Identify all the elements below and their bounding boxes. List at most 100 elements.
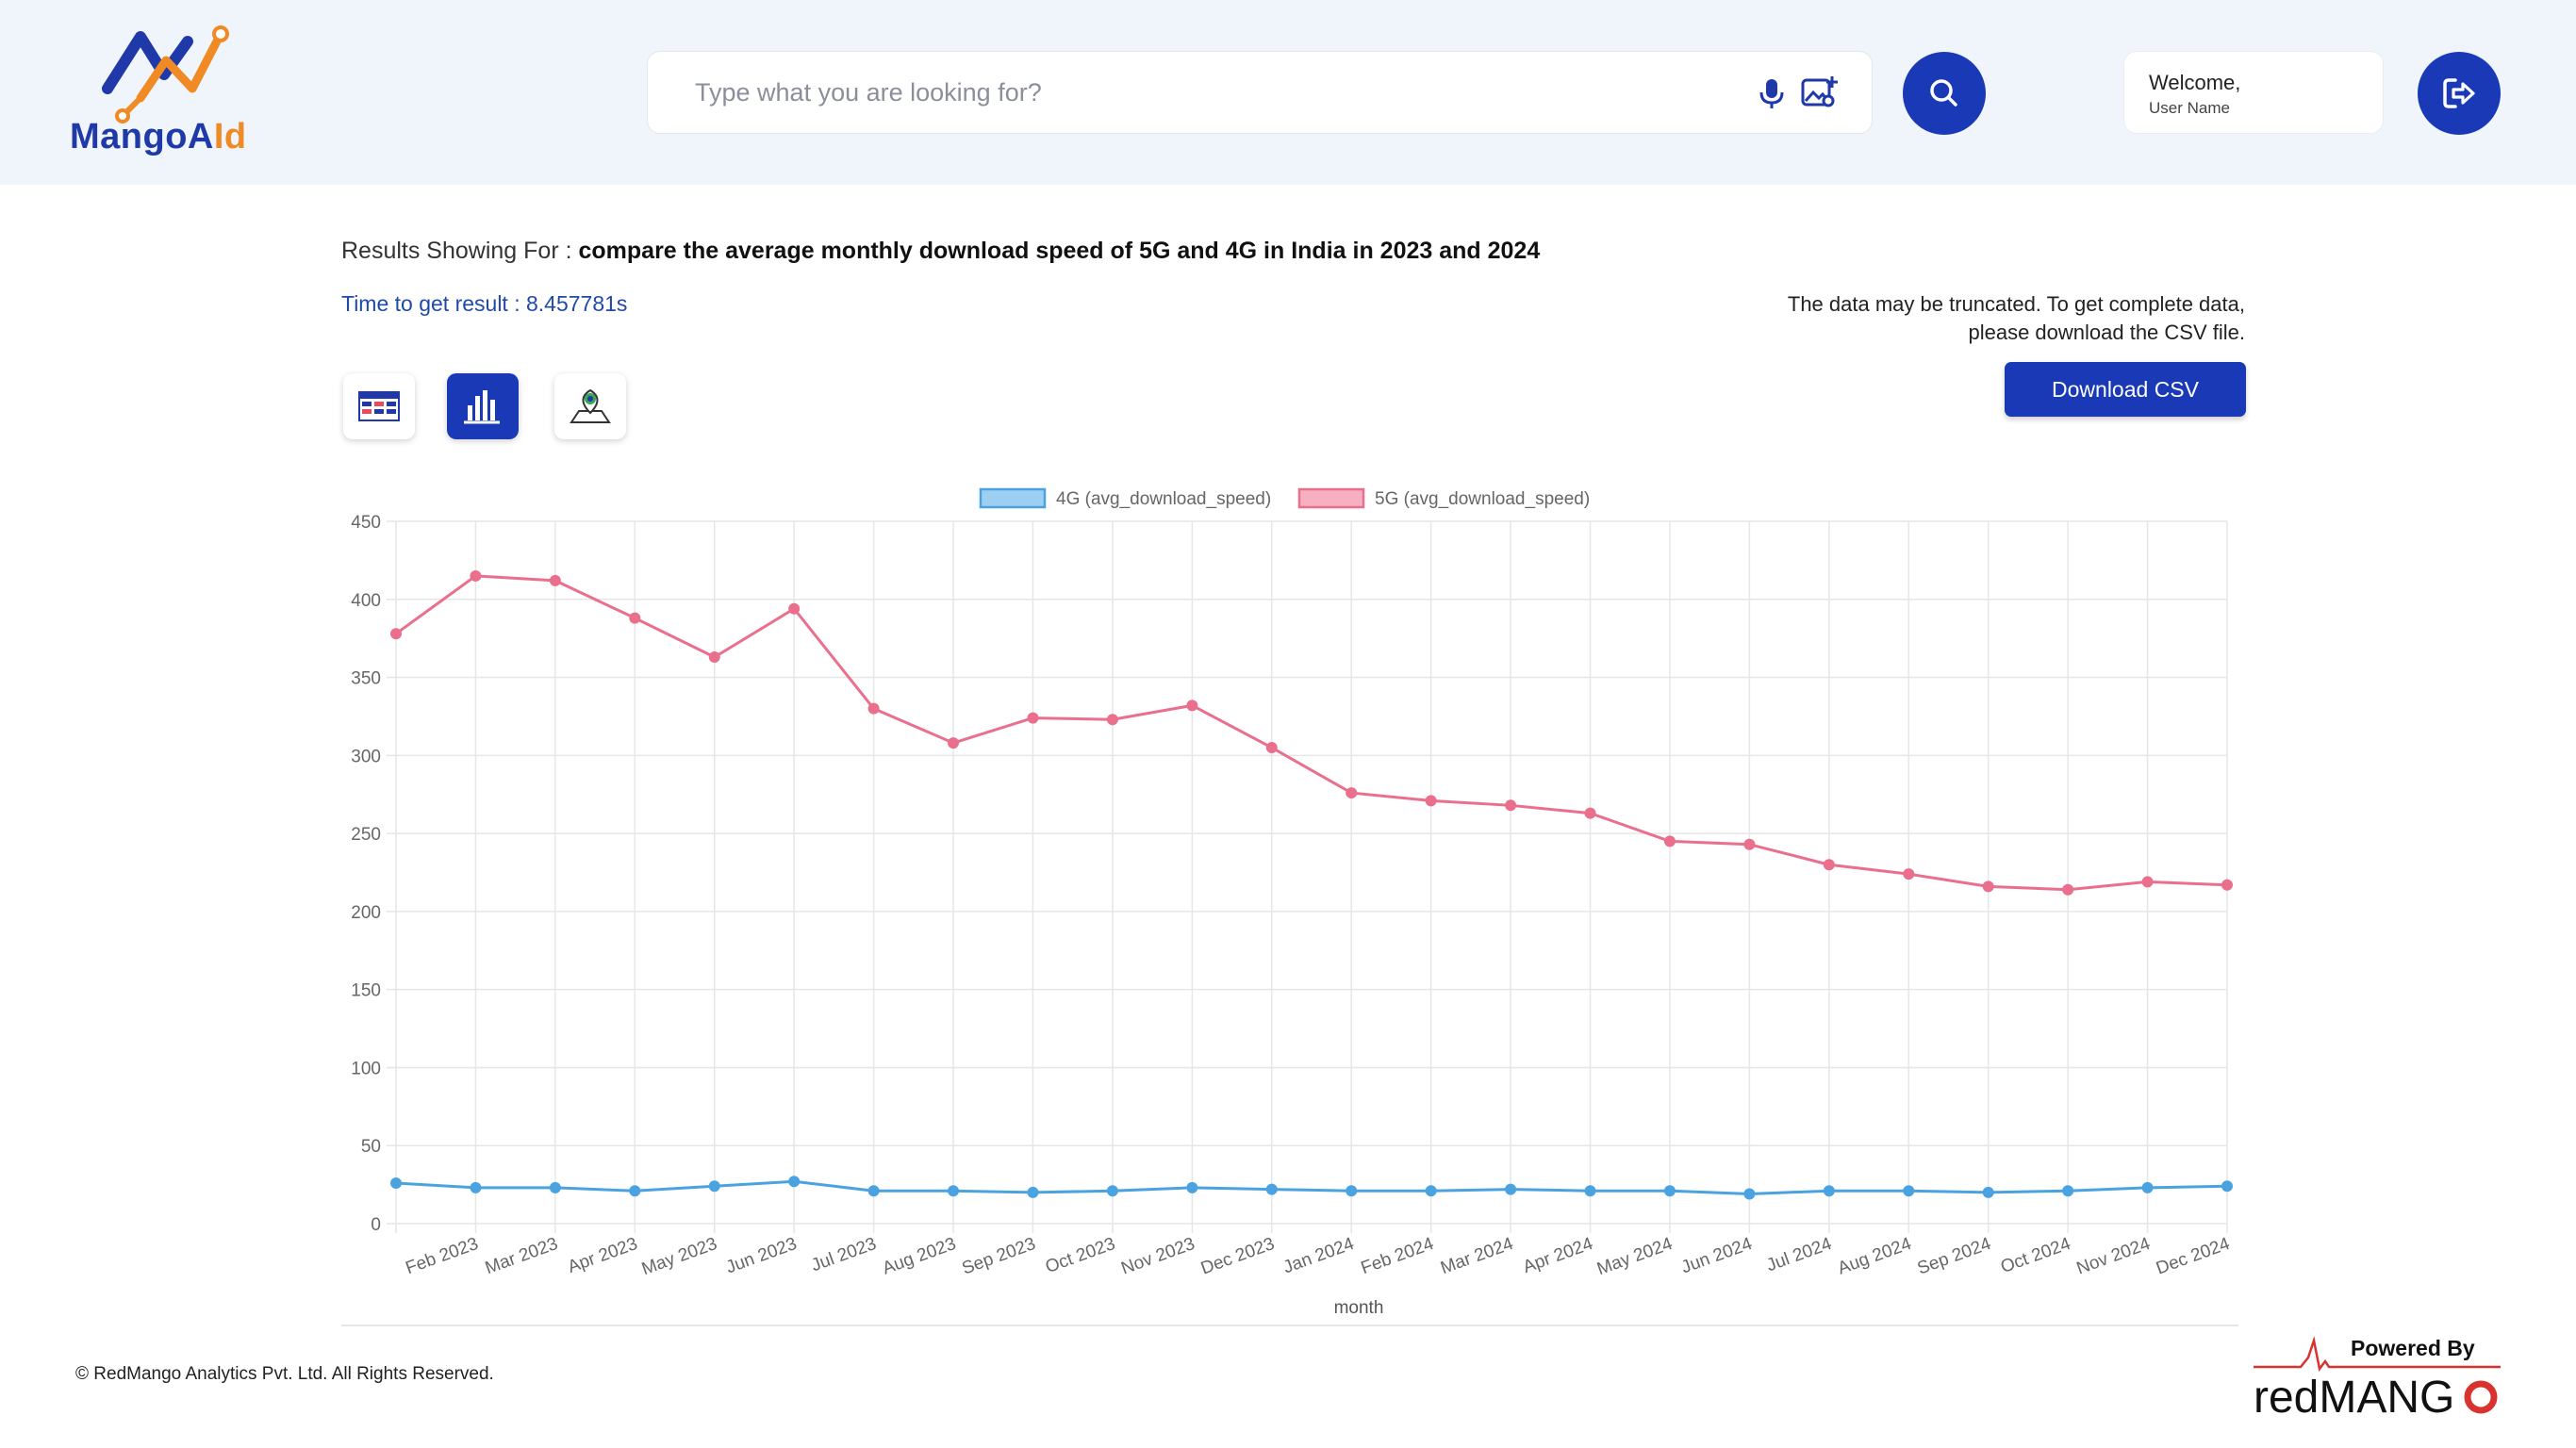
y-tick-label: 0 (371, 1215, 381, 1235)
data-point (1982, 1186, 1994, 1198)
x-tick-label: Nov 2024 (2074, 1234, 2154, 1279)
search-button[interactable] (1903, 52, 1986, 135)
image-search-icon[interactable] (1800, 74, 1840, 112)
data-point (2062, 883, 2074, 896)
x-tick-label: May 2024 (1594, 1234, 1676, 1279)
user-info: Welcome, User Name (2123, 51, 2384, 134)
data-point (1106, 714, 1118, 726)
map-icon (570, 388, 611, 423)
y-tick-label: 150 (351, 981, 381, 1001)
logout-button[interactable] (2418, 52, 2501, 135)
truncation-note: The data may be truncated. To get comple… (1787, 292, 2245, 344)
x-tick-label: Mar 2023 (483, 1234, 561, 1278)
data-point (1663, 1185, 1676, 1197)
data-point (549, 574, 561, 586)
search-input[interactable] (695, 52, 1676, 133)
powered-by-redmango-logo[interactable]: Powered By redMANG (2244, 1331, 2508, 1425)
x-tick-label: Sep 2023 (960, 1234, 1039, 1279)
search-icon (1930, 79, 1957, 107)
legend-label: 5G (avg_download_speed) (1375, 489, 1590, 509)
data-point (1584, 807, 1596, 819)
data-point (708, 651, 720, 664)
y-tick-label: 450 (351, 513, 381, 533)
data-point (1265, 1183, 1278, 1195)
y-tick-label: 50 (361, 1137, 381, 1157)
x-tick-label: Jun 2023 (723, 1234, 800, 1277)
x-tick-label: Jun 2024 (1678, 1234, 1755, 1278)
data-point (1743, 838, 1756, 850)
x-tick-label: Jan 2024 (1280, 1234, 1357, 1278)
chart-view-button[interactable] (447, 373, 519, 439)
data-point (1346, 787, 1358, 799)
data-point (2221, 1180, 2233, 1193)
data-point (1505, 799, 1517, 812)
data-point (1265, 742, 1278, 754)
x-tick-label: Mar 2024 (1438, 1234, 1516, 1278)
data-point (1505, 1183, 1517, 1195)
data-point (948, 1185, 960, 1197)
x-tick-label: Oct 2023 (1043, 1234, 1118, 1277)
results-query: Results Showing For : compare the averag… (341, 238, 1540, 265)
data-point (1027, 1186, 1039, 1198)
data-point (2221, 879, 2233, 891)
data-point (1425, 1185, 1437, 1197)
data-point (629, 612, 641, 624)
copyright-text: © RedMango Analytics Pvt. Ltd. All Right… (75, 1364, 494, 1384)
data-point (390, 628, 402, 640)
app-header: MangoAId Welcome, User Name (0, 0, 2576, 185)
data-point (470, 569, 482, 582)
data-point (1186, 1181, 1198, 1193)
data-point (1743, 1188, 1756, 1200)
bar-chart-icon (464, 390, 500, 424)
data-point (1663, 835, 1676, 847)
data-point (1186, 699, 1198, 712)
y-tick-label: 350 (351, 669, 381, 689)
y-tick-label: 250 (351, 825, 381, 845)
table-view-button[interactable] (343, 373, 415, 439)
brand-o-mark (2464, 1380, 2498, 1414)
legend-swatch (1297, 487, 1365, 509)
map-view-button[interactable] (554, 373, 626, 439)
data-point (1027, 712, 1039, 724)
x-tick-label: Nov 2023 (1118, 1234, 1197, 1279)
x-tick-label: May 2023 (639, 1234, 720, 1279)
data-point (867, 702, 880, 715)
data-point (788, 1176, 801, 1188)
brand-text: redMANG (2254, 1373, 2454, 1423)
table-icon (358, 391, 400, 421)
data-point (1346, 1185, 1358, 1197)
search-bar (647, 51, 1873, 134)
x-tick-label: Aug 2023 (880, 1234, 959, 1279)
legend-swatch (979, 487, 1047, 509)
series-line (395, 574, 2228, 892)
series-line (395, 1179, 2228, 1196)
query-text: compare the average monthly download spe… (578, 238, 1541, 264)
mangoaid-logo[interactable]: MangoAId (70, 23, 277, 164)
x-tick-label: Sep 2024 (1915, 1234, 1994, 1279)
x-tick-label: Apr 2023 (565, 1234, 640, 1277)
data-point (708, 1180, 720, 1193)
x-tick-label: Feb 2024 (1359, 1234, 1437, 1278)
data-point (2062, 1185, 2074, 1197)
logo-text: MangoAId (70, 117, 247, 156)
powered-by-text: Powered By (2351, 1336, 2475, 1360)
data-point (867, 1185, 880, 1197)
user-name: User Name (2149, 99, 2230, 117)
download-csv-button[interactable]: Download CSV (2005, 362, 2246, 417)
data-point (1823, 1185, 1835, 1197)
legend-label: 4G (avg_download_speed) (1056, 489, 1271, 509)
data-point (470, 1181, 482, 1193)
x-tick-label: Feb 2023 (404, 1234, 482, 1278)
x-tick-label: Dec 2024 (2154, 1234, 2233, 1279)
x-axis-label: month (1334, 1298, 1384, 1318)
data-point (1425, 795, 1437, 807)
data-point (2141, 1181, 2154, 1193)
microphone-icon[interactable] (1755, 76, 1789, 110)
x-tick-label: Oct 2024 (1998, 1234, 2073, 1277)
x-tick-label: Apr 2024 (1521, 1234, 1596, 1277)
data-point (788, 602, 801, 615)
data-point (948, 737, 960, 749)
data-point (1584, 1185, 1596, 1197)
data-point (1823, 859, 1835, 871)
